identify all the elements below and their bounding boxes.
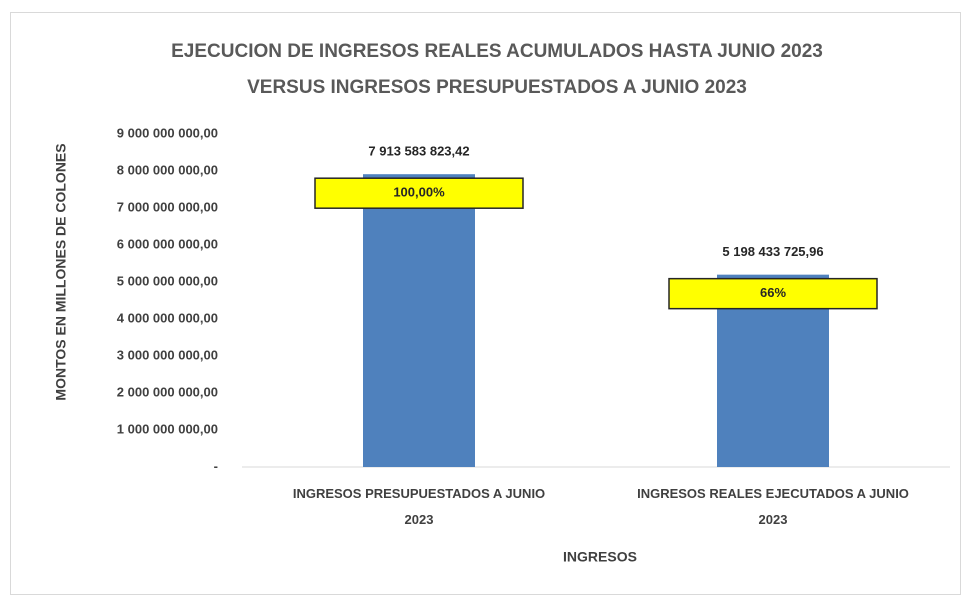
x-tick-label-line: 2023	[759, 512, 788, 527]
x-tick-label-line: INGRESOS PRESUPUESTADOS A JUNIO	[293, 486, 545, 501]
y-tick-label: -	[214, 458, 218, 473]
chart-title: VERSUS INGRESOS PRESUPUESTADOS A JUNIO 2…	[247, 77, 747, 98]
y-tick-label: 7 000 000 000,00	[117, 199, 218, 214]
x-axis-title: INGRESOS	[563, 549, 637, 565]
x-tick-label: INGRESOS REALES EJECUTADOS A JUNIO 2023	[637, 486, 909, 527]
y-tick-label: 5 000 000 000,00	[117, 273, 218, 288]
y-axis-title: MONTOS EN MILLONES DE COLONES	[53, 143, 69, 400]
y-tick-label: 1 000 000 000,00	[117, 421, 218, 436]
chart-title: EJECUCION DE INGRESOS REALES ACUMULADOS …	[171, 41, 823, 62]
bar	[363, 174, 475, 468]
data-label: 7 913 583 823,42	[368, 144, 469, 159]
x-tick-label-line: 2023	[405, 512, 434, 527]
data-label: 5 198 433 725,96	[722, 244, 823, 259]
y-tick-label: 9 000 000 000,00	[117, 125, 218, 140]
y-tick-label: 8 000 000 000,00	[117, 162, 218, 177]
annotation-box	[314, 177, 524, 209]
y-tick-label: 6 000 000 000,00	[117, 236, 218, 251]
y-tick-label: 3 000 000 000,00	[117, 347, 218, 362]
x-tick-label: INGRESOS PRESUPUESTADOS A JUNIO 2023	[293, 486, 545, 527]
annotation-box	[668, 277, 878, 310]
x-tick-label-line: INGRESOS REALES EJECUTADOS A JUNIO	[637, 486, 909, 501]
annotation: 66%	[760, 285, 786, 300]
y-tick-label: 2 000 000 000,00	[117, 384, 218, 399]
annotation: 100,00%	[393, 185, 445, 200]
y-tick-label: 4 000 000 000,00	[117, 310, 218, 325]
